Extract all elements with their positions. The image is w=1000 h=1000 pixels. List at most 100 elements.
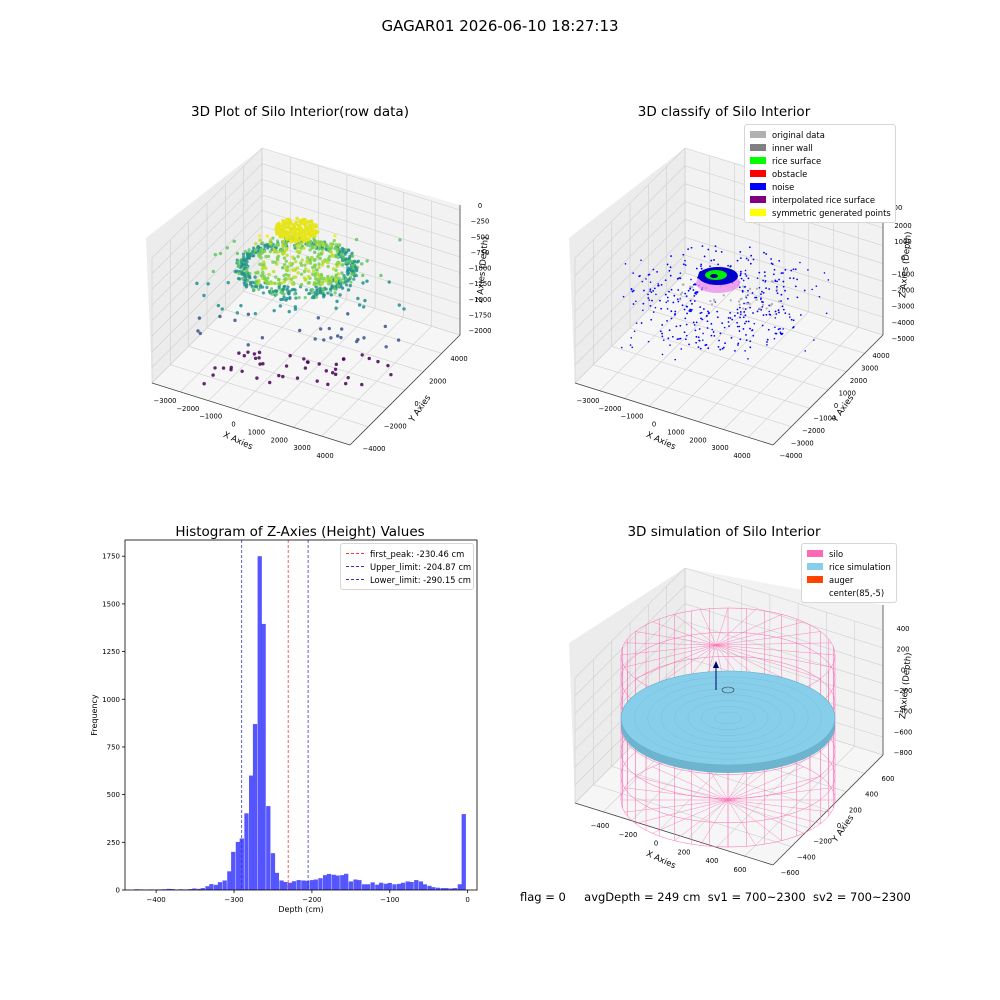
legend-swatch — [750, 144, 766, 151]
noise-point — [647, 340, 650, 343]
raw-point — [274, 249, 278, 254]
raw-point — [304, 225, 308, 230]
silo-wire — [674, 644, 717, 696]
raw-point — [225, 246, 230, 250]
noise-point — [666, 296, 669, 299]
raw-point — [351, 272, 355, 276]
noise-point — [761, 324, 764, 327]
raw-point — [336, 284, 340, 288]
noise-point — [766, 344, 768, 346]
gridline — [293, 317, 404, 428]
raw-point — [339, 278, 343, 282]
raw-point — [361, 273, 365, 278]
noise-point — [692, 321, 695, 324]
noise-point — [698, 339, 700, 342]
raw-point — [326, 248, 330, 252]
noise-point — [804, 350, 806, 352]
raw-point — [245, 268, 249, 272]
gridline — [666, 291, 865, 354]
legend-item: interpolated rice surface — [750, 193, 890, 206]
raw-point — [253, 248, 258, 253]
raw-point — [281, 244, 285, 248]
raw-point — [238, 265, 243, 270]
histogram-bar — [291, 881, 297, 890]
histogram-bar — [283, 881, 288, 890]
silo-wire — [674, 614, 717, 646]
panel3-title: Histogram of Z-Axies (Height) Values — [175, 524, 425, 540]
x-tick-label: −2000 — [599, 405, 622, 413]
raw-point — [329, 279, 333, 283]
silo-wire — [674, 759, 729, 801]
original-point — [765, 307, 768, 310]
raw-point — [299, 236, 303, 240]
raw-point — [289, 238, 293, 243]
raw-point — [340, 252, 344, 256]
raw-point — [311, 265, 315, 270]
silo-wire — [727, 754, 756, 801]
noise-point — [749, 306, 752, 309]
z-tick-label: 0 — [901, 666, 905, 674]
y-tick-label: −400 — [797, 853, 816, 861]
legend-label: first_peak: -230.46 cm — [370, 548, 465, 559]
raw-point — [275, 222, 280, 227]
raw-point — [250, 285, 255, 289]
raw-point — [346, 268, 350, 273]
gridline — [151, 210, 263, 321]
raw-point — [341, 255, 345, 259]
raw-point — [317, 274, 321, 278]
noise-point — [794, 268, 797, 271]
y-tick-label: 3000 — [861, 365, 878, 373]
raw-point — [242, 258, 246, 263]
raw-point — [322, 293, 326, 297]
x-tick-label: 0 — [231, 421, 235, 429]
noise-point — [768, 288, 771, 290]
raw-point — [350, 251, 354, 255]
raw-point — [263, 278, 267, 282]
raw-point — [289, 226, 294, 231]
silo-wire — [727, 799, 782, 841]
raw-point — [238, 277, 242, 281]
noise-point — [649, 305, 652, 307]
raw-point — [337, 252, 341, 256]
noise-point — [766, 338, 769, 341]
raw-point — [256, 271, 260, 275]
raw-point — [303, 263, 307, 267]
raw-point — [351, 271, 356, 275]
raw-point — [195, 281, 199, 286]
original-point — [770, 302, 774, 306]
raw-point — [226, 280, 230, 285]
noise-point — [647, 297, 650, 299]
raw-point — [264, 254, 268, 259]
noise-point — [827, 279, 830, 281]
raw-point — [289, 239, 294, 244]
noise-point — [779, 331, 782, 334]
noise-point — [674, 312, 676, 315]
raw-point — [316, 255, 320, 259]
raw-point — [296, 237, 300, 242]
raw-point — [323, 277, 327, 281]
noise-point — [707, 312, 710, 315]
raw-point — [266, 281, 271, 286]
raw-point — [325, 248, 329, 252]
raw-point — [198, 331, 202, 336]
raw-point — [344, 257, 349, 261]
noise-point — [676, 298, 679, 301]
noise-point — [640, 259, 642, 262]
histogram-bar — [357, 880, 362, 890]
raw-point — [295, 238, 299, 243]
raw-point — [302, 238, 307, 243]
original-point — [770, 280, 774, 283]
noise-point — [698, 284, 700, 287]
raw-point — [281, 239, 286, 244]
raw-point — [259, 256, 263, 260]
raw-point — [288, 220, 293, 224]
silo-wire — [715, 621, 804, 646]
histogram-bar — [383, 883, 389, 890]
noise-point — [683, 331, 686, 334]
raw-point — [333, 277, 338, 281]
raw-point — [282, 233, 286, 238]
raw-point — [313, 263, 317, 267]
raw-point — [288, 296, 292, 300]
silo-wire — [620, 728, 836, 824]
raw-point — [313, 250, 317, 254]
